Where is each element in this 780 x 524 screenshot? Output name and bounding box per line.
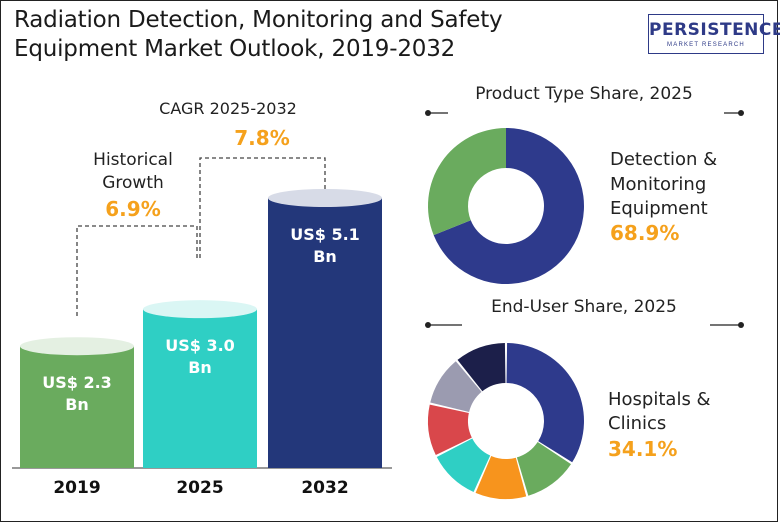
bar-2025: US$ 3.0 Bn 2025 <box>143 300 257 498</box>
donut-slice-6 <box>457 343 506 392</box>
product-title-backdrop <box>448 96 724 122</box>
bar-value-label: US$ 5.1 <box>290 225 360 244</box>
end-user-title: End-User Share, 2025 <box>491 297 677 317</box>
historical-label-line-2: Growth <box>102 173 164 193</box>
bar-top-cap <box>20 337 134 356</box>
donut-slice-1 <box>516 442 571 496</box>
donut-slice-0 <box>433 128 584 285</box>
enduser-label-line-1: Hospitals & <box>608 389 711 410</box>
enduser-label-line-2: Clinics <box>608 413 666 434</box>
donut-slice-5 <box>430 361 482 412</box>
bar-2032: US$ 5.1 Bn 2032 <box>268 189 382 498</box>
bar-top-cap <box>268 189 382 207</box>
donut-slice-1 <box>428 128 506 236</box>
product-type-title: Product Type Share, 2025 <box>475 84 693 104</box>
bar-top-cap <box>143 300 257 319</box>
cagr-label: CAGR 2025-2032 <box>159 99 297 118</box>
donut-slice-0 <box>506 343 584 463</box>
enduser-value: 34.1% <box>608 437 677 461</box>
bar-series: US$ 2.3 Bn 2019 US$ 3.0 Bn 2025 US$ 5.1 Bn 2032 <box>20 189 382 498</box>
x-tick-label: 2032 <box>301 478 348 498</box>
bar-2019: US$ 2.3 Bn 2019 <box>20 337 134 498</box>
logo-subtext: MARKET RESEARCH <box>667 42 745 48</box>
historical-label-line-1: Historical <box>93 150 173 170</box>
end-user-donut <box>427 343 584 499</box>
cagr-value: 7.8% <box>234 126 289 150</box>
donut-slice-3 <box>436 438 491 492</box>
title-line-1: Radiation Detection, Monitoring and Safe… <box>14 7 503 33</box>
divider-dot-left <box>425 110 431 116</box>
bar-body <box>20 346 134 468</box>
product-label-line-1: Detection & <box>610 149 717 170</box>
bar-value-unit: Bn <box>313 247 337 266</box>
persistence-logo: PERSISTENCE MARKET RESEARCH <box>648 14 780 54</box>
historical-connector <box>76 225 198 316</box>
bar-value-unit: Bn <box>188 358 212 377</box>
bar-body <box>268 198 382 468</box>
divider-dot-right <box>738 110 744 116</box>
product-type-donut <box>428 128 584 285</box>
logo-brand: PERSISTENCE <box>649 20 780 40</box>
donut-slice-4 <box>427 404 472 455</box>
product-label-line-3: Equipment <box>610 198 708 219</box>
divider-dot-right-2 <box>738 322 744 328</box>
divider-dot-left-2 <box>425 322 431 328</box>
cagr-connector <box>199 157 326 258</box>
page-title: Radiation Detection, Monitoring and Safe… <box>14 6 574 64</box>
bar-value-label: US$ 3.0 <box>165 336 235 355</box>
x-tick-label: 2025 <box>176 478 223 498</box>
historical-value: 6.9% <box>105 197 160 221</box>
bar-body <box>143 309 257 468</box>
enduser-title-backdrop <box>462 306 710 332</box>
product-label-line-2: Monitoring <box>610 174 706 195</box>
title-line-2: Equipment Market Outlook, 2019-2032 <box>14 36 456 62</box>
bar-value-label: US$ 2.3 <box>42 373 112 392</box>
product-value: 68.9% <box>610 221 679 245</box>
bar-value-unit: Bn <box>65 395 89 414</box>
donut-slice-2 <box>475 455 527 499</box>
x-tick-label: 2019 <box>53 478 100 498</box>
